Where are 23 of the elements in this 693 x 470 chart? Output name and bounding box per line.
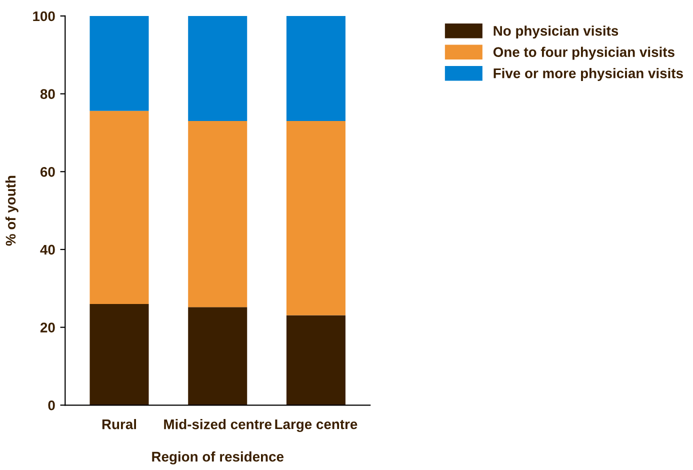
bar bbox=[286, 121, 346, 316]
x-tick-label: Large centre bbox=[275, 419, 358, 432]
x-tick-label: Mid-sized centre bbox=[164, 419, 272, 430]
legend-label: Five or more physician visits bbox=[494, 68, 683, 81]
y-tick-label: 0 bbox=[48, 400, 55, 410]
legend-label: No physician visits bbox=[494, 26, 618, 39]
bar bbox=[188, 307, 248, 406]
x-tick-label: Rural bbox=[102, 419, 136, 430]
bar bbox=[188, 121, 248, 308]
bar bbox=[188, 16, 248, 122]
y-tick-label: 60 bbox=[40, 166, 55, 177]
y-tick-label: 20 bbox=[40, 322, 55, 332]
y-tick-label: 80 bbox=[40, 89, 55, 99]
bar bbox=[90, 304, 149, 406]
y-tick-label: 40 bbox=[40, 244, 55, 255]
bar bbox=[90, 16, 149, 111]
x-axis-title: Region of residence bbox=[152, 451, 284, 464]
bar bbox=[286, 16, 346, 122]
bar bbox=[90, 110, 149, 304]
y-tick-label: 100 bbox=[33, 11, 55, 22]
y-axis-title: % of youth bbox=[5, 176, 18, 246]
bar bbox=[286, 315, 346, 406]
legend-label: One to four physician visits bbox=[493, 46, 674, 60]
